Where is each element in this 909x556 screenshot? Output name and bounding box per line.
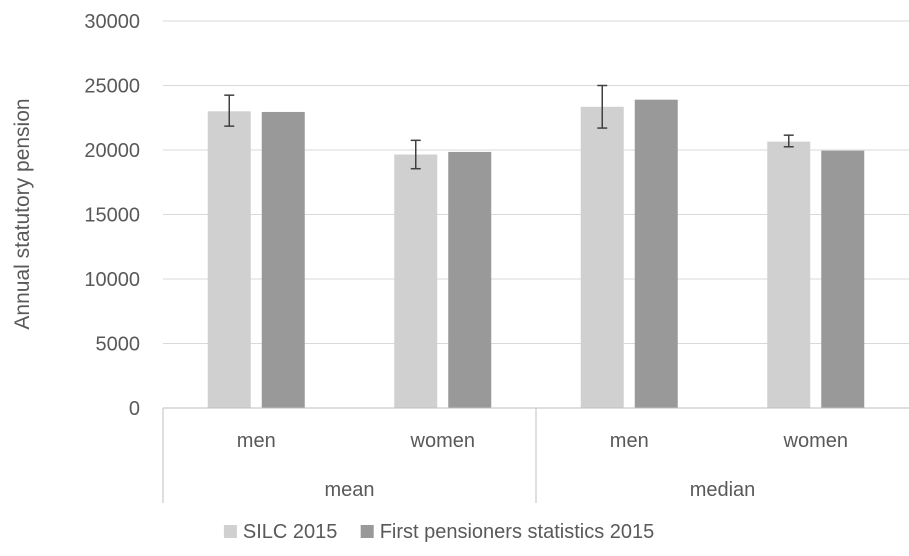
x-group-label: median bbox=[690, 479, 756, 501]
x-tick-label: women bbox=[410, 430, 475, 452]
legend-swatch bbox=[360, 525, 374, 538]
bar bbox=[394, 154, 438, 408]
legend: SILC 2015 First pensioners statistics 201… bbox=[223, 521, 655, 543]
x-tick-labels: men women men women bbox=[237, 430, 848, 452]
bar bbox=[448, 151, 492, 408]
x-tick-label: men bbox=[237, 430, 276, 452]
x-tick-label: women bbox=[783, 430, 848, 452]
bar bbox=[207, 111, 251, 409]
bar bbox=[821, 150, 865, 408]
y-tick-label: 30000 bbox=[84, 11, 140, 33]
y-tick-label: 10000 bbox=[84, 269, 140, 291]
y-tick-label: 20000 bbox=[84, 140, 140, 162]
x-group-labels: mean median bbox=[324, 479, 755, 501]
legend-label: SILC 2015 bbox=[243, 521, 338, 543]
x-group-label: mean bbox=[324, 479, 374, 501]
legend-label: First pensioners statistics 2015 bbox=[380, 521, 655, 543]
bars bbox=[207, 99, 865, 409]
legend-swatch bbox=[223, 525, 237, 538]
y-tick-label: 25000 bbox=[84, 76, 140, 98]
error-bars bbox=[224, 84, 794, 170]
y-tick-labels: 0 5000 10000 15000 20000 25000 30000 bbox=[84, 11, 140, 420]
y-tick-label: 15000 bbox=[84, 205, 140, 227]
bar bbox=[261, 111, 305, 408]
x-axis bbox=[162, 407, 909, 503]
x-tick-label: men bbox=[610, 430, 649, 452]
bar bbox=[580, 106, 624, 408]
bar bbox=[634, 99, 678, 408]
bar bbox=[767, 141, 811, 409]
y-axis-label: Annual statutory pension bbox=[11, 98, 34, 329]
y-tick-label: 5000 bbox=[96, 334, 141, 356]
y-tick-label: 0 bbox=[129, 398, 140, 420]
